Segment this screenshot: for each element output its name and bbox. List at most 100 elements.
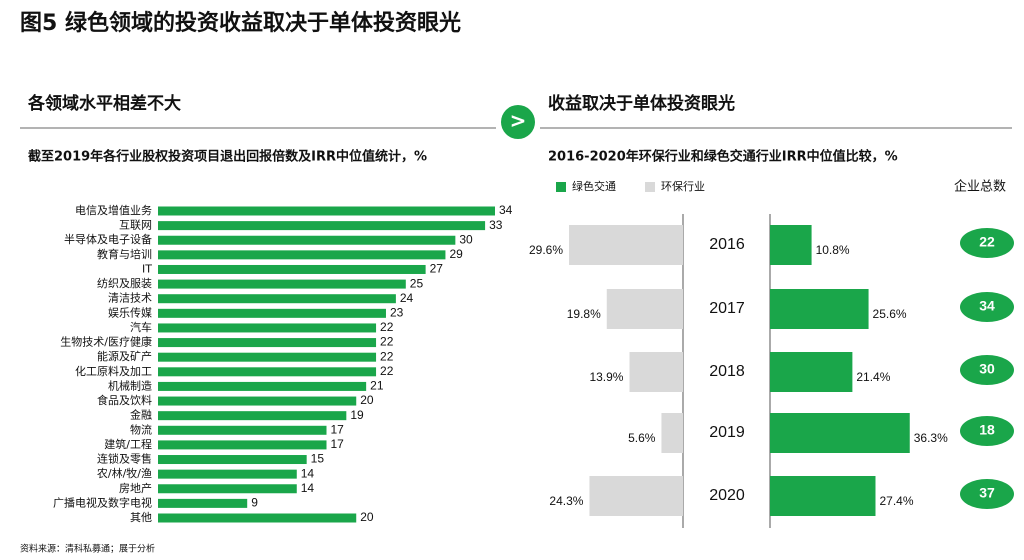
bar — [158, 250, 446, 260]
bar — [158, 206, 495, 216]
category-label: 连锁及零售 — [97, 452, 152, 466]
bar — [606, 289, 683, 329]
value-label: 36.3% — [914, 431, 948, 445]
category-label: 汽车 — [130, 320, 152, 334]
value-label: 25 — [410, 276, 424, 290]
value-label: 17 — [331, 422, 345, 436]
chart-title: 2016-2020年环保行业和绿色交通行业IRR中位值比较，% — [548, 149, 898, 165]
arrow-circle — [501, 105, 535, 139]
bar — [158, 381, 367, 391]
bar — [569, 225, 683, 265]
category-label: 娱乐传媒 — [108, 305, 152, 319]
value-label: 30 — [459, 232, 473, 246]
count-label: 37 — [979, 485, 995, 501]
category-label: 物流 — [130, 422, 152, 436]
value-label: 22 — [380, 364, 394, 378]
category-label: 纺织及服装 — [97, 276, 152, 290]
bar — [158, 498, 248, 508]
count-label: 34 — [979, 298, 995, 314]
value-label: 20 — [360, 393, 374, 407]
bar — [770, 225, 812, 265]
bar — [770, 476, 876, 516]
bar — [158, 367, 377, 377]
value-label: 34 — [499, 203, 513, 217]
category-label: 农/林/牧/渔 — [97, 466, 152, 480]
value-label: 22 — [380, 320, 394, 334]
bar — [158, 396, 357, 406]
value-label: 17 — [331, 437, 345, 451]
legend-swatch — [645, 182, 655, 192]
year-label: 2017 — [709, 300, 745, 317]
panel-header: 收益取决于单体投资眼光 — [548, 93, 735, 114]
count-badge — [960, 355, 1014, 385]
value-label: 21.4% — [856, 370, 890, 384]
count-badge — [960, 416, 1014, 446]
count-badge — [960, 292, 1014, 322]
value-label: 22 — [380, 349, 394, 363]
value-label: 13.9% — [589, 370, 623, 384]
count-badge — [960, 479, 1014, 509]
value-label: 14 — [301, 466, 315, 480]
value-label: 21 — [370, 379, 384, 393]
category-label: 食品及饮料 — [97, 393, 152, 407]
source: 资料来源：清科私募通；展于分析 — [20, 543, 155, 555]
bar — [158, 425, 327, 435]
page-title: 图5 绿色领域的投资收益取决于单体投资眼光 — [20, 10, 461, 36]
panel-header: 各领域水平相差不大 — [27, 93, 181, 114]
category-label: 电信及增值业务 — [75, 203, 152, 217]
category-label: 互联网 — [119, 219, 152, 232]
bar — [158, 352, 377, 362]
bar — [158, 338, 377, 348]
year-label: 2020 — [709, 487, 745, 504]
bar — [158, 440, 327, 450]
category-label: 建筑/工程 — [104, 437, 152, 451]
value-label: 24.3% — [549, 494, 583, 508]
bar — [158, 455, 307, 465]
count-label: 22 — [979, 234, 995, 250]
value-label: 19.8% — [567, 307, 601, 321]
bar — [770, 352, 853, 392]
bar — [158, 411, 347, 421]
year-label: 2018 — [709, 363, 745, 380]
value-label: 20 — [360, 510, 374, 524]
value-label: 24 — [400, 291, 414, 305]
value-label: 29 — [449, 247, 463, 261]
category-label: 机械制造 — [108, 378, 152, 392]
bar — [770, 289, 869, 329]
value-label: 5.6% — [628, 431, 656, 445]
bar — [158, 513, 357, 523]
bar — [589, 476, 683, 516]
legend-label: 绿色交通 — [572, 179, 616, 193]
value-label: 25.6% — [873, 307, 907, 321]
bar — [158, 294, 396, 304]
count-label: 30 — [979, 361, 995, 377]
value-label: 29.6% — [529, 243, 563, 257]
chart-title: 截至2019年各行业股权投资项目退出回报倍数及IRR中位值统计，% — [28, 149, 427, 165]
count-label: 18 — [979, 422, 995, 438]
legend-label: 环保行业 — [661, 179, 705, 193]
value-label: 23 — [390, 306, 404, 320]
value-label: 22 — [380, 335, 394, 349]
arrow-text: > — [510, 109, 527, 133]
value-label: 19 — [350, 408, 364, 422]
bar — [158, 323, 377, 333]
legend-swatch — [556, 182, 566, 192]
category-label: 其他 — [130, 511, 152, 524]
category-label: 房地产 — [119, 481, 152, 495]
bar — [158, 469, 297, 479]
bar — [158, 264, 426, 274]
value-label: 9 — [251, 496, 258, 510]
bar — [661, 413, 683, 453]
category-label: 能源及矿产 — [97, 349, 152, 363]
value-label: 33 — [489, 218, 503, 232]
category-label: 生物技术/医疗健康 — [60, 335, 152, 349]
category-label: 广播电视及数字电视 — [53, 495, 152, 509]
bar — [158, 221, 486, 231]
value-label: 27 — [430, 262, 444, 276]
bar — [770, 413, 910, 453]
category-label: IT — [142, 262, 152, 275]
bar — [158, 235, 456, 245]
bar — [158, 279, 406, 289]
year-label: 2019 — [709, 424, 745, 441]
